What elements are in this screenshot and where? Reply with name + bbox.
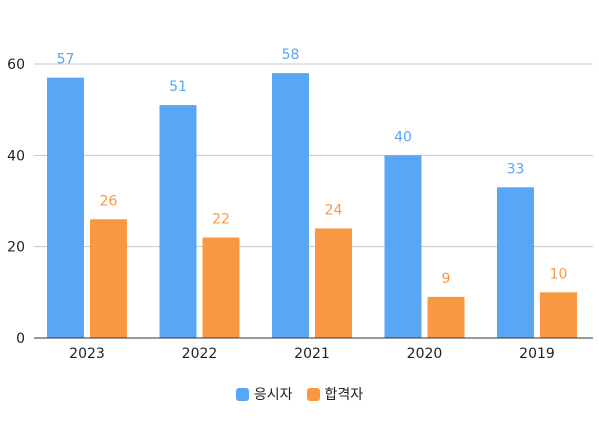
bar-합격자-2022: [202, 237, 240, 338]
y-tick-label: 60: [7, 57, 25, 73]
legend: 응시자 합격자: [0, 384, 599, 404]
data-label: 51: [169, 79, 187, 95]
bar-합격자-2021: [315, 228, 352, 338]
data-label: 22: [212, 212, 230, 228]
bar-합격자-2023: [90, 219, 127, 338]
bar-응시자-2021: [272, 73, 309, 338]
bar-응시자-2022: [159, 105, 197, 338]
legend-item[interactable]: 합격자: [306, 384, 364, 404]
data-label: 9: [442, 271, 451, 287]
legend-label: 응시자: [253, 387, 293, 403]
data-label: 57: [57, 52, 75, 68]
y-tick-label: 40: [7, 148, 25, 164]
legend-label: 합격자: [324, 387, 364, 403]
bar-응시자-2020: [384, 155, 422, 338]
x-tick-label: 2023: [69, 346, 105, 362]
data-label: 33: [507, 161, 525, 177]
data-label: 26: [100, 193, 118, 209]
data-label: 24: [325, 202, 343, 218]
x-tick-label: 2020: [407, 346, 443, 362]
bar-합격자-2019: [540, 292, 577, 338]
data-label: 58: [282, 47, 300, 63]
x-tick-label: 2019: [519, 346, 555, 362]
x-tick-label: 2022: [182, 346, 218, 362]
bar-응시자-2019: [497, 187, 534, 338]
x-tick-label: 2021: [294, 346, 330, 362]
data-labels: 57 26 51 22 58 24 40 9 33 10: [57, 47, 568, 287]
legend-item[interactable]: 응시자: [235, 384, 293, 404]
bars: [47, 73, 577, 338]
data-label: 40: [394, 129, 412, 145]
y-tick-label: 0: [16, 331, 25, 347]
axes: 0 20 40 60 2023 2022 2021 2020 2019: [7, 57, 593, 362]
y-tick-label: 20: [7, 240, 25, 256]
bar-chart: 57 26 51 22 58 24 40 9 33 10 0 20 40 60 2023 2022 2021 2…: [7, 47, 593, 362]
bar-응시자-2023: [47, 77, 84, 338]
legend-swatch: [235, 387, 249, 401]
bar-합격자-2020: [427, 296, 465, 338]
data-label: 10: [550, 266, 568, 282]
legend-swatch: [306, 387, 320, 401]
